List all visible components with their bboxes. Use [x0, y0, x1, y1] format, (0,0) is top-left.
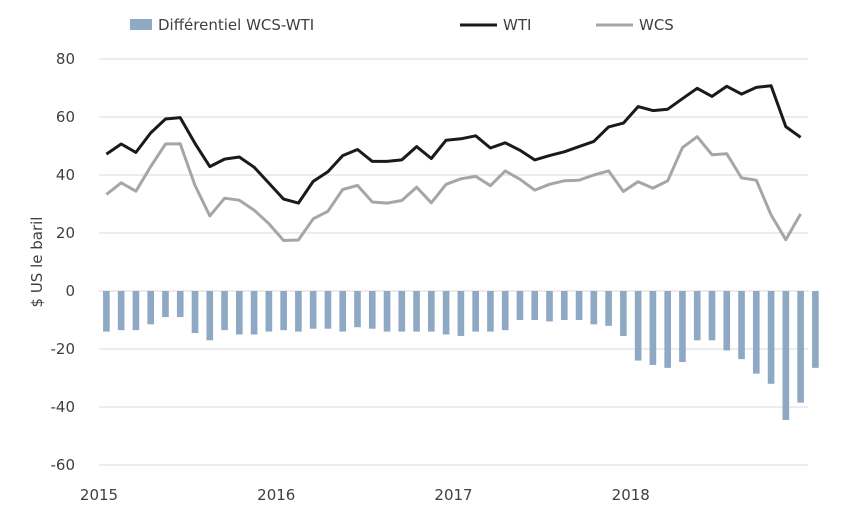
y-tick-labels: 80 60 40 20 0 -20 -40 -60 [51, 50, 76, 474]
bar-differential [708, 291, 716, 341]
bar-differential [354, 291, 361, 328]
y-tick-label: -40 [51, 398, 76, 416]
gridlines [99, 58, 808, 466]
x-tick-labels: 2015 2016 2017 2018 [80, 486, 650, 504]
bar-differential [413, 291, 420, 332]
legend-label: Différentiel WCS-WTI [158, 16, 314, 34]
x-tick-label: 2017 [434, 486, 472, 504]
legend: Différentiel WCS-WTI WTI WCS [130, 16, 674, 34]
bars-differential [103, 291, 819, 421]
bar-differential [324, 291, 332, 329]
bar-differential [575, 291, 583, 320]
bar-differential [812, 291, 819, 368]
y-tick-label: 40 [56, 166, 75, 184]
y-tick-label: 20 [56, 224, 75, 242]
legend-label: WCS [639, 16, 674, 34]
bar-differential [797, 291, 804, 403]
bar-differential [339, 291, 347, 332]
bar-differential [767, 291, 775, 384]
bar-differential [265, 291, 273, 332]
bar-differential [250, 291, 258, 335]
y-tick-label: 80 [56, 50, 75, 68]
x-tick-label: 2018 [612, 486, 650, 504]
legend-label: WTI [503, 16, 531, 34]
bar-differential [782, 291, 790, 421]
bar-differential [103, 291, 110, 332]
bar-differential [679, 291, 686, 363]
y-tick-label: 0 [65, 282, 75, 300]
y-axis-title: $ US le baril [28, 217, 46, 308]
x-tick-label: 2016 [257, 486, 295, 504]
bar-differential [221, 291, 228, 331]
bar-differential [368, 291, 376, 329]
bar-differential [235, 291, 243, 335]
bar-differential [693, 291, 701, 341]
bar-differential [428, 291, 435, 332]
bar-differential [383, 291, 391, 332]
bar-differential [472, 291, 479, 332]
bar-differential [442, 291, 450, 335]
bar-differential [176, 291, 184, 318]
bar-differential [634, 291, 642, 361]
y-tick-label: -60 [51, 456, 76, 474]
series-line-wcs [105, 135, 802, 242]
bar-differential [664, 291, 672, 368]
bar-differential [516, 291, 524, 320]
series-lines [105, 84, 802, 242]
bar-differential [752, 291, 760, 374]
bar-differential [723, 291, 731, 351]
x-tick-label: 2015 [80, 486, 118, 504]
bar-differential [531, 291, 539, 320]
bar-differential [206, 291, 214, 341]
bar-differential [605, 291, 612, 326]
legend-swatch-differential [130, 19, 152, 30]
y-tick-label: -20 [51, 340, 76, 358]
bar-differential [487, 291, 494, 332]
bar-differential [501, 291, 509, 331]
bar-differential [147, 291, 155, 325]
bar-differential [309, 291, 317, 329]
bar-differential [162, 291, 169, 318]
bar-differential [398, 291, 406, 332]
bar-differential [649, 291, 657, 365]
bar-differential [620, 291, 627, 336]
bar-differential [590, 291, 598, 325]
bar-differential [132, 291, 140, 331]
bar-differential [191, 291, 199, 334]
series-line-wti [105, 84, 802, 205]
bar-differential [117, 291, 125, 331]
bar-differential [295, 291, 302, 332]
bar-differential [457, 291, 465, 336]
bar-differential [738, 291, 745, 360]
bar-differential [546, 291, 553, 322]
y-tick-label: 60 [56, 108, 75, 126]
bar-differential [280, 291, 287, 331]
bar-differential [560, 291, 568, 320]
